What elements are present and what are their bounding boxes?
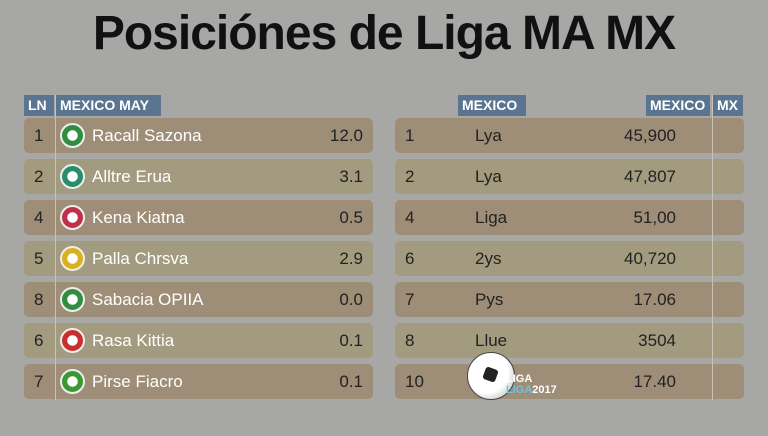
table-row[interactable]: 7 Pirse Fiacro 0.1 (24, 364, 373, 399)
position: 2 (405, 167, 415, 186)
table-row[interactable]: 4 Kena Kiatna 0.5 (24, 200, 373, 235)
liga-2017-logo: LIGA LIGA2017 (506, 373, 557, 396)
position: 4 (34, 208, 44, 227)
page-title: Posiciónes de Liga MA MX (92, 7, 676, 60)
position: 2 (34, 167, 44, 186)
team-crest-icon (60, 287, 85, 312)
column-divider (712, 95, 713, 400)
team-crest-icon (60, 123, 85, 148)
position: 4 (405, 208, 415, 227)
team-name: Liga (475, 208, 508, 227)
table-row[interactable]: 5 Palla Chrsva 2.9 (24, 241, 373, 276)
position: 1 (405, 126, 415, 145)
position: 6 (34, 331, 44, 350)
team-name: Racall Sazona (92, 126, 202, 145)
table-row[interactable]: 1 Lya 45,900 (395, 118, 744, 153)
team-value: 3.1 (339, 167, 363, 186)
team-name: Pirse Fiacro (92, 372, 183, 391)
team-name: Sabacia OPIIA (92, 290, 204, 309)
table-row[interactable]: 7 Pys 17.06 (395, 282, 744, 317)
team-value: 0.1 (339, 331, 363, 350)
team-name: Palla Chrsva (92, 249, 189, 268)
column-divider (55, 95, 56, 400)
team-crest-icon (60, 205, 85, 230)
team-value: 0.0 (339, 290, 363, 309)
header-mexico: MEXICO (458, 95, 526, 116)
position: 7 (34, 372, 44, 391)
position: 1 (34, 126, 44, 145)
team-crest-icon (60, 246, 85, 271)
table-row[interactable]: 4 Liga 51,00 (395, 200, 744, 235)
table-row[interactable]: 2 Alltre Erua 3.1 (24, 159, 373, 194)
team-value: 45,900 (624, 126, 676, 145)
team-value: 12.0 (329, 126, 363, 145)
team-name: Lya (475, 126, 502, 145)
soccer-ball-icon (467, 352, 515, 400)
table-row[interactable]: 1 Racall Sazona 12.0 (24, 118, 373, 153)
table-row[interactable]: 8 Sabacia OPIIA 0.0 (24, 282, 373, 317)
team-value: 17.40 (633, 372, 676, 391)
team-value: 40,720 (624, 249, 676, 268)
table-row[interactable]: 6 Rasa Kittia 0.1 (24, 323, 373, 358)
position: 8 (34, 290, 44, 309)
team-value: 0.5 (339, 208, 363, 227)
header-mx: MX (713, 95, 743, 116)
team-value: 51,00 (633, 208, 676, 227)
position: 6 (405, 249, 415, 268)
position: 10 (405, 372, 424, 391)
table-row[interactable]: 6 2ys 40,720 (395, 241, 744, 276)
position: 5 (34, 249, 44, 268)
team-name: Pys (475, 290, 504, 309)
team-value: 47,807 (624, 167, 676, 186)
team-name: Alltre Erua (92, 167, 172, 186)
position: 7 (405, 290, 415, 309)
team-name: Rasa Kittia (92, 331, 175, 350)
team-crest-icon (60, 369, 85, 394)
team-name: Lya (475, 167, 502, 186)
team-value: 0.1 (339, 372, 363, 391)
team-value: 3504 (638, 331, 676, 350)
team-value: 2.9 (339, 249, 363, 268)
team-name: 2ys (475, 249, 502, 268)
header-ln: LN (24, 95, 54, 116)
team-crest-icon (60, 328, 85, 353)
position: 8 (405, 331, 415, 350)
header-mexico-2: MEXICO (646, 95, 710, 116)
header-mexico-may: MEXICO MAY (56, 95, 161, 116)
table-row[interactable]: 8 Llue 3504 (395, 323, 744, 358)
team-crest-icon (60, 164, 85, 189)
table-row[interactable]: 10 17.40 (395, 364, 744, 399)
team-name: Kena Kiatna (92, 208, 185, 227)
team-value: 17.06 (633, 290, 676, 309)
table-row[interactable]: 2 Lya 47,807 (395, 159, 744, 194)
team-name: Llue (475, 331, 508, 350)
